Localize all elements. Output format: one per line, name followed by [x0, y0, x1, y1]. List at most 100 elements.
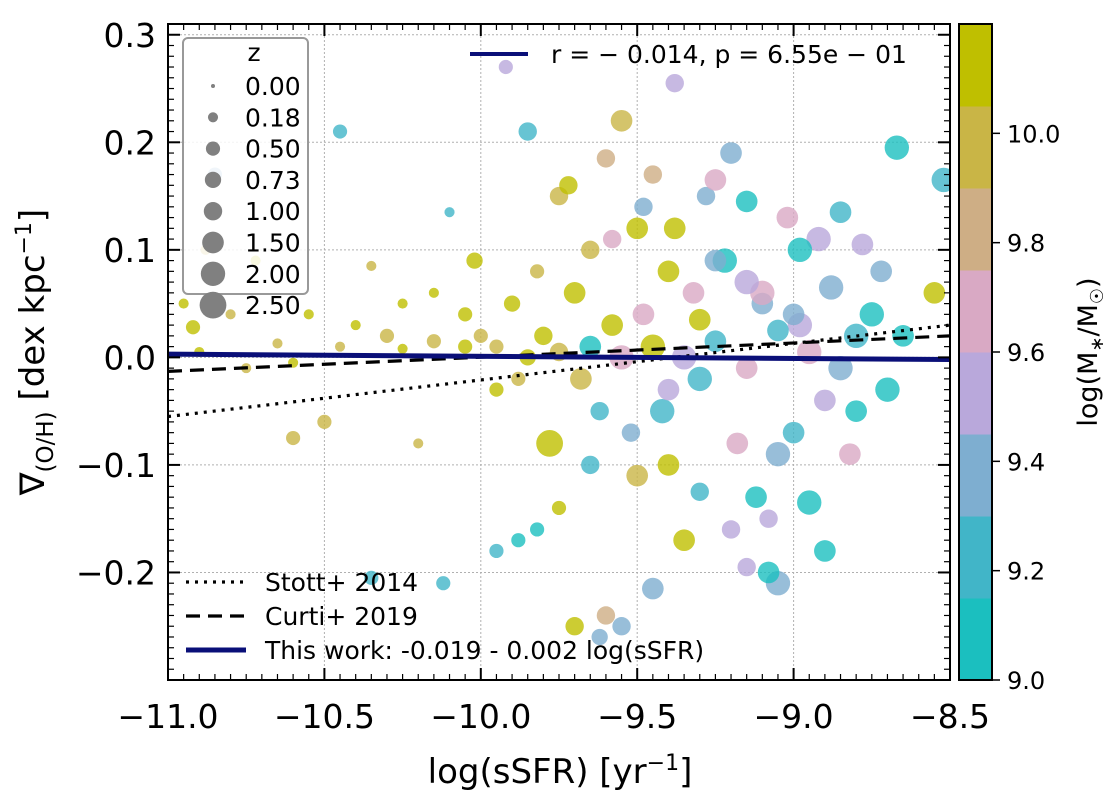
data-point: [923, 282, 946, 304]
data-point: [663, 217, 686, 240]
size-legend-label: 0.00: [245, 72, 301, 101]
data-point: [426, 334, 441, 349]
x-tick-label: −10.0: [430, 697, 531, 736]
data-point: [870, 260, 893, 283]
data-point: [839, 443, 861, 465]
size-legend-marker: [211, 84, 215, 88]
data-point: [366, 260, 377, 272]
data-point: [688, 308, 711, 331]
colorbar-band: [959, 270, 992, 353]
data-point: [332, 124, 348, 139]
data-point: [875, 377, 900, 402]
size-legend-marker: [200, 261, 226, 286]
colorbar-tick-label: 9.4: [1007, 448, 1045, 476]
y-tick-label: 0.2: [104, 123, 156, 162]
colorbar-band: [959, 352, 992, 435]
data-point: [596, 149, 616, 168]
data-point: [721, 520, 741, 539]
data-point: [828, 355, 853, 381]
data-point: [530, 522, 545, 537]
data-point: [610, 109, 633, 132]
data-point: [530, 264, 545, 279]
data-point: [596, 606, 616, 625]
data-point: [225, 309, 236, 320]
x-tick-label: −9.0: [754, 697, 834, 736]
data-point: [579, 335, 602, 358]
data-point: [612, 617, 631, 636]
data-point: [563, 282, 586, 304]
data-point: [178, 298, 189, 309]
data-point: [829, 201, 852, 224]
data-point: [687, 366, 712, 392]
data-point: [650, 398, 675, 424]
colorbar-band: [959, 434, 992, 517]
data-point: [851, 233, 874, 256]
data-point: [735, 190, 758, 213]
data-point: [759, 509, 778, 528]
data-point: [787, 237, 813, 263]
colorbar-tick-label: 9.6: [1007, 339, 1045, 367]
data-point: [657, 454, 680, 476]
size-legend-marker: [203, 202, 223, 221]
data-point: [621, 423, 641, 442]
colorbar-tick-label: 9.8: [1007, 230, 1045, 258]
data-point: [511, 371, 526, 386]
y-tick-label: 0.3: [104, 16, 156, 55]
data-point: [286, 430, 301, 446]
data-point: [473, 328, 488, 343]
data-point: [818, 275, 844, 300]
data-point: [397, 343, 408, 354]
data-point: [489, 339, 504, 354]
data-point: [767, 319, 789, 342]
plot-frame: [167, 23, 951, 681]
data-point: [737, 557, 756, 577]
data-point: [765, 441, 791, 467]
data-point: [642, 577, 664, 600]
colorbar-band: [959, 598, 992, 681]
y-tick-label: −0.2: [76, 553, 156, 592]
y-tick-labels: −0.2 −0.1 0.0 0.1 0.2 0.3: [76, 16, 156, 593]
data-point: [735, 357, 758, 379]
data-point: [317, 414, 332, 429]
colorbar-tick-label: 10.0: [1007, 120, 1060, 148]
colorbar-band: [959, 106, 992, 189]
x-tick-label: −9.5: [597, 697, 677, 736]
data-point: [640, 334, 666, 359]
data-point: [581, 455, 600, 475]
line-legend: Stott+ 2014 Curti+ 2019 This work: -0.019 …: [186, 568, 704, 665]
colorbar: 9.0 9.2 9.4 9.6 9.8 10.0 log(M∗/M☉): [958, 23, 1108, 695]
data-point: [884, 135, 910, 160]
colorbar-band: [959, 516, 992, 599]
size-legend-marker: [207, 112, 219, 123]
size-legend-marker: [204, 171, 222, 189]
data-point: [657, 378, 680, 401]
data-point: [657, 260, 680, 283]
data-point: [720, 142, 742, 164]
y-tick-label: 0.1: [104, 231, 156, 270]
colorbar-tick-label: 9.0: [1007, 667, 1045, 695]
data-point: [602, 229, 622, 249]
data-point: [489, 382, 504, 397]
data-point: [704, 330, 727, 353]
size-legend-label: 0.73: [245, 166, 301, 195]
size-legend-marker: [205, 141, 221, 156]
data-point: [498, 59, 513, 75]
data-point: [673, 529, 695, 552]
data-point: [350, 320, 361, 331]
data-point: [806, 226, 831, 252]
size-legend-entries: 0.000.18 0.500.731.00 1.502.002.50: [199, 72, 301, 320]
data-point: [436, 576, 451, 591]
data-point: [334, 341, 346, 352]
data-point: [458, 307, 473, 322]
size-legend-label: 1.50: [245, 229, 301, 258]
data-point: [704, 249, 727, 272]
data-point: [364, 570, 379, 585]
data-point: [570, 368, 592, 390]
size-legend-label: 0.18: [245, 103, 301, 132]
colorbar-label: log(M∗/M☉): [1073, 277, 1108, 426]
line-legend-label: Curti+ 2019: [265, 602, 418, 631]
data-point: [782, 303, 805, 326]
size-legend-label: 1.00: [245, 197, 301, 226]
data-point: [559, 176, 578, 195]
